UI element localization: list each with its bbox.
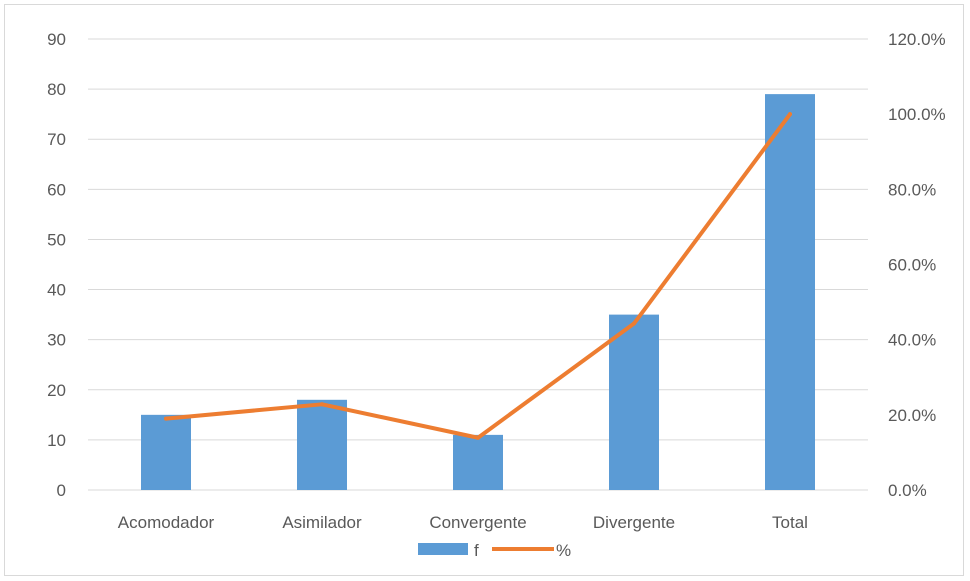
left-tick-label: 30 <box>47 331 66 350</box>
bar <box>765 94 815 490</box>
percent-line <box>164 112 792 440</box>
legend-label-f: f <box>474 541 479 560</box>
left-tick-label: 10 <box>47 431 66 450</box>
left-axis-ticks: 0 10 20 30 40 50 60 70 80 90 <box>47 30 66 500</box>
right-axis-ticks: 0.0% 20.0% 40.0% 60.0% 80.0% 100.0% 120.0% <box>888 30 946 500</box>
line-point <box>632 321 636 326</box>
bar <box>453 434 503 490</box>
left-tick-label: 60 <box>47 180 66 199</box>
category-axis-ticks: Acomodador Asimilador Convergente Divergent… <box>118 513 808 532</box>
left-tick-label: 90 <box>47 30 66 49</box>
left-tick-label: 40 <box>47 281 66 300</box>
line-point <box>476 435 480 440</box>
gridlines <box>88 38 868 491</box>
legend: f % <box>418 541 571 560</box>
category-label: Divergente <box>593 513 675 532</box>
left-tick-label: 70 <box>47 130 66 149</box>
bar <box>297 399 347 490</box>
bar <box>609 314 659 490</box>
right-tick-label: 120.0% <box>888 30 946 49</box>
category-label: Convergente <box>429 513 526 532</box>
right-tick-label: 60.0% <box>888 256 936 275</box>
right-tick-label: 20.0% <box>888 406 936 425</box>
category-label: Asimilador <box>282 513 362 532</box>
right-tick-label: 80.0% <box>888 180 936 199</box>
line-point <box>164 416 168 421</box>
legend-swatch-f <box>418 543 468 555</box>
bar <box>141 414 191 490</box>
line-point <box>320 402 324 407</box>
left-tick-label: 80 <box>47 80 66 99</box>
category-label: Total <box>772 513 808 532</box>
left-tick-label: 50 <box>47 230 66 249</box>
bar-series-f <box>141 94 815 490</box>
line-series-percent <box>164 112 792 440</box>
right-tick-label: 100.0% <box>888 105 946 124</box>
right-tick-label: 0.0% <box>888 481 927 500</box>
left-tick-label: 0 <box>57 481 66 500</box>
category-label: Acomodador <box>118 513 215 532</box>
legend-label-percent: % <box>556 541 571 560</box>
right-tick-label: 40.0% <box>888 331 936 350</box>
left-tick-label: 20 <box>47 381 66 400</box>
line-point <box>788 112 792 117</box>
